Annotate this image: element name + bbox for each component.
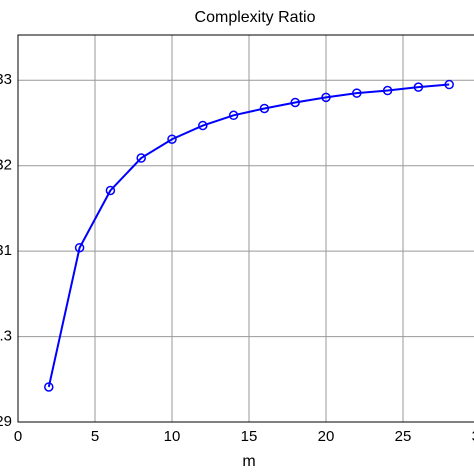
data-point (290, 97, 300, 108)
data-point (413, 82, 424, 92)
plot-frame (17, 34, 474, 423)
x-tick-label: 5 (91, 428, 99, 445)
y-tick-label: 0.3 (0, 328, 12, 345)
x-axis-label: m (242, 453, 255, 470)
data-point (105, 185, 116, 196)
data-point (198, 120, 208, 131)
data-point (321, 92, 331, 103)
data-point (228, 110, 239, 121)
y-tick-label: 0.33 (0, 71, 12, 88)
x-tick-label: 10 (164, 428, 181, 445)
chart-title: Complexity Ratio (195, 9, 316, 26)
data-point (167, 134, 177, 144)
x-tick-label: 0 (14, 428, 22, 445)
data-point (136, 153, 146, 163)
x-tick-label: 20 (318, 428, 335, 445)
y-tick-label: 0.32 (0, 157, 12, 174)
data-point (44, 382, 54, 392)
x-tick-label: 30 (472, 428, 474, 445)
data-point (74, 242, 85, 253)
data-point (444, 79, 454, 90)
y-tick-label: 0.29 (0, 413, 12, 430)
data-point (259, 103, 270, 114)
y-tick-label: 0.31 (0, 242, 12, 259)
data-point (352, 88, 362, 98)
data-point (382, 85, 393, 96)
data-line (47, 83, 450, 388)
x-tick-label: 15 (241, 428, 258, 445)
x-tick-label: 25 (395, 428, 412, 445)
